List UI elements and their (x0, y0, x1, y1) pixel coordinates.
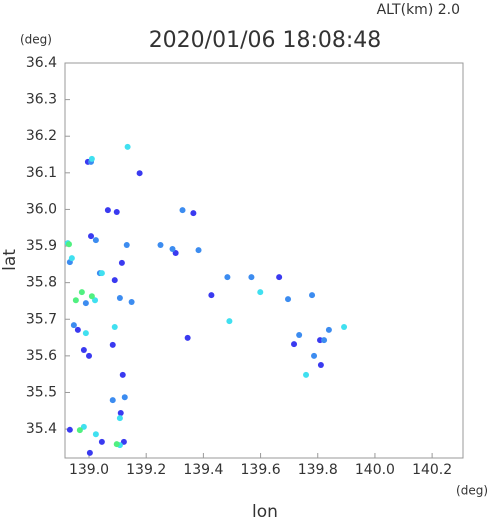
echo-point (88, 233, 95, 240)
echo-point (113, 208, 120, 215)
x-tick-label: 139.2 (126, 462, 166, 478)
echo-point (341, 323, 348, 330)
echo-point (66, 426, 73, 433)
echo-point (309, 292, 316, 299)
echo-point (195, 247, 202, 254)
echo-point (296, 331, 303, 338)
echo-point (179, 207, 186, 214)
y-tick-label: 35.8 (26, 275, 57, 291)
y-tick-label: 36.4 (26, 55, 57, 71)
y-tick-label: 36.3 (26, 92, 57, 108)
echo-point (248, 274, 255, 281)
echo-point (311, 352, 318, 359)
echo-point (124, 143, 131, 150)
echo-point (98, 438, 105, 445)
x-tick-label: 139.4 (183, 462, 223, 478)
plot-frame (64, 62, 464, 459)
y-axis-label: lat (0, 249, 20, 271)
x-tick-label: 139.6 (241, 462, 281, 478)
echo-point (325, 326, 332, 333)
x-tick-label: 139.8 (298, 462, 338, 478)
echo-point (303, 371, 310, 378)
echo-point (121, 394, 128, 401)
echo-point (317, 362, 324, 369)
echo-point (291, 341, 298, 348)
y-tick-label: 35.5 (26, 384, 57, 400)
echo-point (190, 210, 197, 217)
y-tick-label: 36.2 (26, 128, 57, 144)
echo-point (224, 274, 231, 281)
y-tick-label: 35.9 (26, 238, 57, 254)
x-tick-label: 140.2 (412, 462, 452, 478)
echo-point (172, 249, 179, 256)
chart-title: 2020/01/06 18:08:48 (149, 28, 382, 53)
echo-point (117, 409, 124, 416)
echo-point (257, 289, 264, 296)
echo-point (157, 241, 164, 248)
echo-point (76, 427, 83, 434)
echo-point (285, 296, 292, 303)
echo-point (92, 237, 99, 244)
y-unit: (deg) (20, 33, 52, 47)
echo-point (208, 292, 215, 299)
echo-point (86, 449, 93, 456)
echo-point (88, 155, 95, 162)
echo-point (136, 170, 143, 177)
x-tick-label: 140.0 (355, 462, 395, 478)
echo-point (184, 334, 191, 341)
echo-point (111, 277, 118, 284)
y-tick-label: 36.0 (26, 201, 57, 217)
echo-point (120, 438, 127, 445)
echo-point (321, 337, 328, 344)
y-tick-label: 35.7 (26, 311, 57, 327)
echo-point (116, 415, 123, 422)
x-unit: (deg) (456, 484, 488, 498)
echo-point (92, 297, 99, 304)
echo-point (74, 326, 81, 333)
echo-point (109, 397, 116, 404)
echo-point (82, 330, 89, 337)
echo-point (119, 371, 126, 378)
echo-point (113, 441, 120, 448)
y-tick-label: 36.1 (26, 165, 57, 181)
echo-point (78, 289, 85, 296)
echo-point (123, 241, 130, 248)
echo-point (111, 323, 118, 330)
echo-point (80, 347, 87, 354)
echo-point (66, 241, 73, 248)
echo-point (128, 299, 135, 306)
y-tick-label: 35.4 (26, 421, 57, 437)
echo-point (226, 318, 233, 325)
altitude-label: ALT(km) 2.0 (377, 2, 460, 18)
echo-point (88, 293, 95, 300)
echo-point (118, 259, 125, 266)
echo-point (72, 297, 79, 304)
x-tick-label: 139.0 (69, 462, 109, 478)
echo-point (70, 322, 77, 329)
echo-point (116, 295, 123, 302)
echo-point (82, 300, 89, 307)
echo-point (80, 423, 87, 430)
echo-point (109, 341, 116, 348)
echo-point (68, 255, 75, 262)
echo-point (92, 431, 99, 438)
echo-point (98, 270, 105, 277)
echo-point (86, 352, 93, 359)
echo-point (104, 207, 111, 214)
x-axis-label: lon (252, 502, 278, 521)
echo-point (169, 245, 176, 252)
y-tick-label: 35.6 (26, 348, 57, 364)
echo-point (276, 274, 283, 281)
